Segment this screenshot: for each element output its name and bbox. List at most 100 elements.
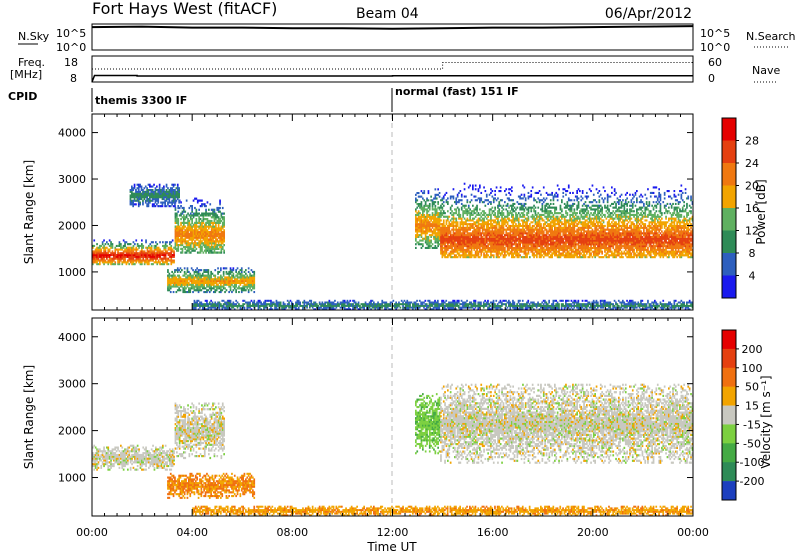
power-cell — [163, 263, 166, 266]
power-cell — [477, 234, 480, 237]
power-cell — [515, 219, 517, 222]
power-cell — [447, 230, 449, 233]
power-cell — [201, 227, 203, 230]
power-cell — [219, 210, 221, 213]
power-cell — [96, 261, 98, 264]
power-cell — [495, 232, 498, 235]
power-cell — [555, 208, 558, 211]
power-cell — [504, 248, 506, 251]
power-cell — [531, 232, 534, 235]
power-cell — [186, 278, 189, 281]
power-cell — [533, 243, 535, 246]
power-cell — [511, 237, 513, 240]
power-cell — [494, 224, 496, 227]
power-cell — [170, 244, 173, 247]
power-cell — [480, 235, 483, 238]
power-cell — [144, 199, 147, 202]
power-cell — [423, 232, 426, 235]
power-cell — [470, 237, 473, 240]
power-cell — [183, 216, 185, 219]
power-cell — [437, 215, 439, 218]
power-cell — [506, 202, 509, 205]
power-cell — [424, 239, 427, 242]
power-cell — [214, 278, 217, 281]
power-cell — [462, 212, 464, 215]
power-cell — [114, 252, 117, 255]
power-cell — [99, 244, 101, 247]
power-cell — [479, 237, 481, 240]
power-cell — [487, 224, 489, 227]
power-cell — [485, 193, 488, 196]
power-cell — [194, 269, 197, 272]
power-cell — [506, 215, 509, 218]
power-cell — [444, 241, 446, 244]
power-cell — [193, 276, 196, 279]
power-cell — [100, 244, 103, 247]
power-cell — [551, 212, 553, 215]
power-cell — [469, 241, 471, 244]
power-cell — [101, 254, 104, 257]
power-cell — [184, 234, 187, 237]
power-cell — [223, 240, 225, 243]
power-cell — [249, 274, 251, 277]
power-cell — [216, 231, 219, 234]
power-cell — [442, 204, 445, 207]
power-cell — [253, 285, 256, 288]
power-cell — [201, 274, 204, 277]
power-cell — [559, 243, 562, 246]
power-cell — [150, 246, 153, 249]
power-cell — [216, 251, 219, 254]
power-cell — [226, 272, 229, 275]
power-cell — [538, 235, 541, 238]
power-cell — [530, 190, 533, 193]
power-cell — [175, 192, 178, 195]
power-cell — [111, 246, 114, 249]
power-cell — [452, 223, 455, 226]
power-cell — [524, 217, 527, 220]
power-cell — [111, 261, 114, 264]
power-cell — [508, 226, 510, 229]
power-cell — [513, 217, 516, 220]
power-cell — [441, 256, 444, 259]
power-cell — [178, 240, 181, 243]
power-cell — [136, 244, 139, 247]
power-cell — [203, 223, 206, 226]
power-cell — [108, 257, 111, 260]
power-cell — [428, 241, 431, 244]
power-cell — [488, 237, 491, 240]
power-cell — [505, 232, 508, 235]
power-cell — [240, 276, 243, 279]
power-cell — [142, 246, 145, 249]
power-cell — [511, 212, 513, 215]
power-cell — [183, 231, 185, 234]
power-cell — [180, 234, 182, 237]
power-cell — [197, 283, 200, 286]
power-cell — [221, 206, 224, 210]
power-cell — [171, 274, 173, 277]
power-cell — [545, 234, 548, 237]
power-cell — [554, 235, 556, 238]
power-cell — [183, 291, 186, 294]
power-cell — [200, 285, 203, 288]
power-cell — [512, 202, 514, 205]
power-cell — [566, 239, 569, 242]
power-cell — [537, 237, 540, 240]
power-cell — [529, 256, 531, 259]
power-cell — [524, 241, 527, 244]
power-cell — [165, 183, 168, 186]
power-cell — [111, 243, 114, 246]
power-cell — [133, 199, 136, 202]
power-cell — [559, 247, 562, 250]
power-cell — [221, 236, 224, 239]
power-cell — [508, 248, 510, 251]
power-cell — [193, 272, 196, 275]
power-cell — [442, 201, 445, 204]
power-cell — [232, 289, 235, 292]
power-cell — [215, 225, 217, 228]
power-cell — [437, 212, 439, 215]
power-cell — [480, 241, 483, 244]
power-cell — [490, 241, 492, 244]
power-cell — [202, 219, 205, 223]
power-cell — [220, 212, 223, 215]
power-cell — [558, 219, 560, 222]
